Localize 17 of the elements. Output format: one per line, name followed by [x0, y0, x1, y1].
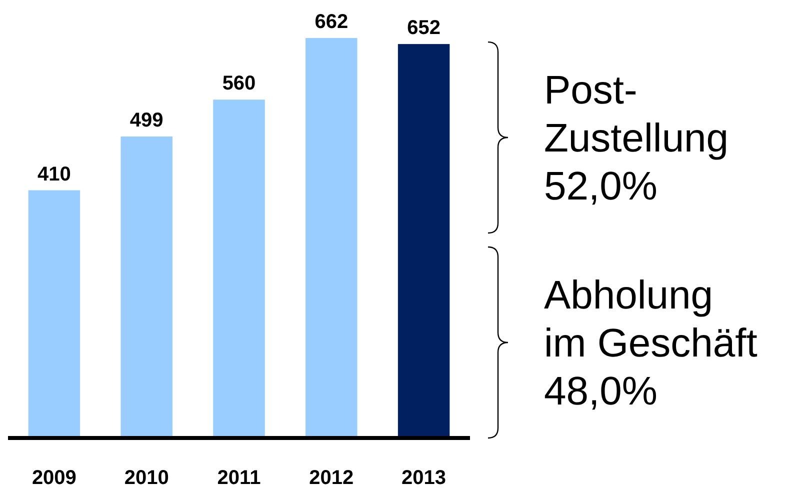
- x-tick-label: 2011: [217, 467, 261, 489]
- bar: [28, 190, 80, 438]
- text: Abholung im Geschäft 48,0%: [544, 274, 758, 414]
- data-label: 410: [38, 163, 71, 186]
- bar: [120, 136, 172, 438]
- data-label: 499: [130, 109, 164, 132]
- text: Post- Zustellung 52,0%: [544, 68, 729, 209]
- bar: [398, 44, 450, 438]
- data-label: 652: [407, 17, 440, 40]
- x-tick-label: 2013: [402, 467, 446, 489]
- data-label: 560: [222, 72, 256, 95]
- x-tick-label: 2012: [309, 467, 354, 489]
- x-tick-label: 2009: [32, 467, 76, 489]
- x-tick-label: 2010: [124, 467, 169, 489]
- data-label: 662: [314, 11, 348, 33]
- bar: [306, 38, 358, 438]
- bar: [213, 100, 265, 438]
